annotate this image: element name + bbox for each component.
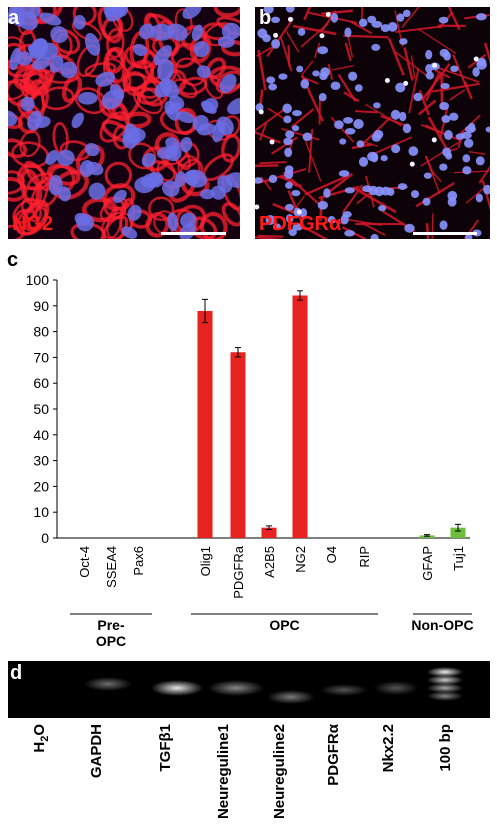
gel-image (8, 661, 490, 718)
gel-band (151, 680, 203, 696)
x-tick-label: GFAP (420, 546, 435, 581)
gel-lane-label: Nkx2.2 (380, 724, 397, 772)
ladder-band (427, 675, 463, 685)
gel-lane-labels: H2O GAPDH TGFβ1 Neureguline1 Neureguline2 PDG… (31, 723, 454, 819)
ladder-band (427, 667, 463, 677)
y-tick-label: 40 (33, 427, 49, 443)
gel-lane-label: TGFβ1 (157, 724, 174, 772)
gel-band (208, 680, 264, 696)
x-tick-label: NG2 (293, 546, 308, 573)
ladder-band (427, 691, 463, 701)
panel-d-letter: d (10, 662, 23, 684)
bar-chart: 0 10 20 30 40 50 60 70 80 90 100 Oct-4 SSEA4 Pax6 Olig… (26, 272, 474, 649)
pdgfra-stain-label: PDFGRα (259, 213, 342, 235)
x-tick-label: A2B5 (262, 546, 277, 578)
bar-ng2 (292, 295, 308, 538)
y-tick-label: 30 (33, 453, 49, 469)
y-tick-label: 90 (33, 298, 49, 314)
panel-c-letter: c (7, 249, 19, 271)
y-tick-label: 80 (33, 324, 49, 340)
x-tick-label: Olig1 (198, 546, 213, 576)
gel-lane-label: GAPDH (88, 724, 105, 778)
y-tick-label: 20 (33, 478, 49, 494)
scale-bar-b (413, 232, 477, 235)
x-tick-label: RIP (357, 546, 372, 568)
gel-lane-label: PDGFRα (325, 723, 342, 786)
x-tick-label: SSEA4 (104, 546, 119, 588)
gel-lane-label: H2O (31, 724, 51, 753)
bar-tuj1 (450, 527, 466, 538)
ladder-band (427, 683, 463, 693)
gel-band (374, 681, 418, 695)
panel-b-letter: b (259, 7, 272, 29)
x-tick-label: PDGFRa (231, 545, 246, 599)
group-label: OPC (96, 633, 126, 649)
group-label: OPC (269, 617, 299, 633)
x-tick-label: Tuj1 (451, 546, 466, 571)
group-label: Pre- (97, 617, 125, 633)
y-tick-label: 70 (33, 349, 49, 365)
gel-band (267, 690, 315, 704)
bar-a2b5 (261, 527, 277, 538)
gel-lane-label: 100 bp (437, 724, 454, 772)
gel-lane-label: Neureguline2 (271, 724, 288, 819)
bar-olig1 (197, 310, 213, 538)
bar-gfap (419, 535, 435, 538)
panel-a-letter-overlay: a (8, 7, 20, 29)
y-tick-label: 0 (41, 530, 49, 546)
x-tick-label: Pax6 (131, 546, 146, 576)
x-tick-label: O4 (324, 546, 339, 563)
y-tick-label: 50 (33, 401, 49, 417)
bar-pdgfra (230, 352, 246, 538)
y-tick-label: 10 (33, 504, 49, 520)
pdgfra-micrograph: PDFGRα (255, 7, 490, 239)
scale-bar-a (161, 232, 226, 235)
gel-band (320, 684, 368, 696)
ng2-stain-label: NG2 (12, 213, 54, 235)
gel-lane-label: Neureguline1 (215, 724, 232, 819)
y-tick-label: 60 (33, 375, 49, 391)
x-tick-label: Oct-4 (77, 546, 92, 578)
gel-band (84, 677, 132, 691)
group-label: Non-OPC (411, 617, 473, 633)
y-tick-label: 100 (26, 272, 50, 288)
ng2-micrograph: NG2 (8, 7, 240, 239)
